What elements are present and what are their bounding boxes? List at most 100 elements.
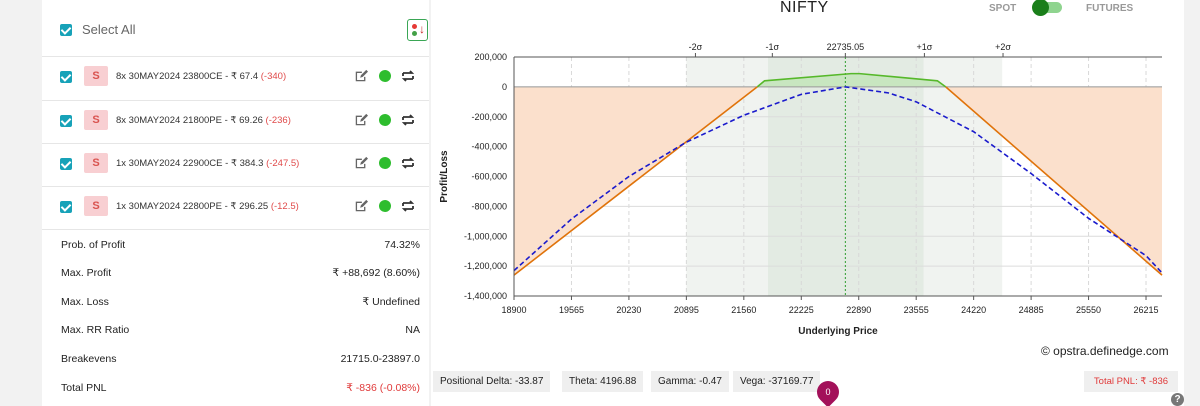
- edit-icon[interactable]: [354, 156, 368, 170]
- swap-icon[interactable]: [400, 155, 416, 171]
- stat-max-rr-ratio: Max. RR Ratio NA: [42, 315, 429, 343]
- y-tick-label: 0: [502, 82, 507, 92]
- y-tick-label: -600,000: [471, 172, 507, 182]
- stat-label: Total PNL: [61, 382, 107, 394]
- chat-pin-button[interactable]: 0: [812, 376, 844, 406]
- expiry-line-profit: [756, 72, 947, 88]
- select-all-label: Select All: [82, 22, 136, 37]
- stat-max-loss: Max. Loss ₹ Undefined: [42, 287, 429, 315]
- stat-value: ₹ +88,692 (8.60%): [332, 267, 420, 279]
- spot-label[interactable]: SPOT: [989, 3, 1017, 14]
- leg-pnl: (-12.5): [270, 201, 299, 212]
- leg-checkbox[interactable]: [60, 158, 72, 170]
- leg-active-indicator[interactable]: [379, 70, 391, 82]
- leg-active-indicator[interactable]: [379, 200, 391, 212]
- sigma-label: -2σ: [689, 42, 703, 52]
- y-tick-label: -800,000: [471, 201, 507, 211]
- x-tick-label: 23555: [904, 305, 929, 315]
- sigma-label: +2σ: [995, 42, 1011, 52]
- y-tick-label: -1,400,000: [464, 291, 507, 301]
- x-axis-title: Underlying Price: [798, 326, 878, 337]
- stat-label: Prob. of Profit: [61, 239, 126, 251]
- sell-badge: S: [84, 110, 108, 130]
- divider: [42, 186, 429, 187]
- y-tick-label: -400,000: [471, 142, 507, 152]
- stat-value: ₹ -836 (-0.08%): [346, 382, 420, 394]
- leg-checkbox[interactable]: [60, 115, 72, 127]
- greek-theta: Theta: 4196.88: [562, 371, 644, 392]
- sell-badge: S: [84, 196, 108, 216]
- greek-gamma: Gamma: -0.47: [651, 371, 729, 392]
- futures-label[interactable]: FUTURES: [1086, 3, 1134, 14]
- leg-description: 1x 30MAY2024 22900CE - ₹ 384.3 (-247.5): [116, 158, 299, 169]
- stat-value: 74.32%: [384, 239, 420, 251]
- swap-icon[interactable]: [400, 68, 416, 84]
- y-tick-label: -1,200,000: [464, 261, 507, 271]
- profit-area: [757, 73, 946, 87]
- divider: [42, 229, 429, 230]
- edit-icon[interactable]: [354, 69, 368, 83]
- x-tick-label: 18900: [501, 305, 526, 315]
- x-tick-label: 22225: [789, 305, 814, 315]
- leg-desc-text: 8x 30MAY2024 23800CE - ₹ 67.4: [116, 71, 259, 82]
- leg-description: 8x 30MAY2024 21800PE - ₹ 69.26 (-236): [116, 115, 291, 126]
- leg-pnl: (-340): [260, 71, 287, 82]
- payoff-panel: NIFTY SPOT FUTURES 18900 19565 20230 20895 2…: [431, 0, 1184, 406]
- stat-label: Max. Loss: [61, 296, 109, 308]
- sort-red-dot-icon: [412, 24, 417, 29]
- edit-icon[interactable]: [354, 113, 368, 127]
- y-tick-label: -200,000: [471, 112, 507, 122]
- leg-checkbox[interactable]: [60, 71, 72, 83]
- x-tick-label: 19565: [559, 305, 584, 315]
- leg-description: 1x 30MAY2024 22800PE - ₹ 296.25 (-12.5): [116, 201, 299, 212]
- swap-icon[interactable]: [400, 198, 416, 214]
- leg-desc-text: 1x 30MAY2024 22800PE - ₹ 296.25: [116, 201, 269, 212]
- strategy-panel: Select All ↓ S 8x 30MAY2024 23800CE - ₹ …: [42, 0, 429, 406]
- divider: [42, 100, 429, 101]
- edit-icon[interactable]: [354, 199, 368, 213]
- stat-value: 21715.0-23897.0: [340, 353, 420, 365]
- leg-active-indicator[interactable]: [379, 114, 391, 126]
- sigma-label: 22735.05: [827, 42, 865, 52]
- leg-row: S 8x 30MAY2024 21800PE - ₹ 69.26 (-236): [42, 101, 429, 143]
- x-tick-label: 24885: [1019, 305, 1044, 315]
- x-tick-label: 22890: [846, 305, 871, 315]
- expiry-line-left: [513, 86, 758, 276]
- sell-badge: S: [84, 66, 108, 86]
- divider: [42, 56, 429, 57]
- y-tick-label: 200,000: [474, 52, 507, 62]
- total-pnl-badge: Total PNL: ₹ -836: [1084, 371, 1178, 392]
- greek-delta: Positional Delta: -33.87: [433, 371, 551, 392]
- sort-green-dot-icon: [412, 31, 417, 36]
- x-tick-label: 20230: [616, 305, 641, 315]
- spot-futures-toggle[interactable]: [1032, 0, 1062, 16]
- stat-total-pnl: Total PNL ₹ -836 (-0.08%): [42, 373, 429, 401]
- toggle-knob[interactable]: [1032, 0, 1049, 16]
- x-tick-label: 25550: [1076, 305, 1101, 315]
- x-tick-label: 26215: [1134, 305, 1159, 315]
- stat-max-profit: Max. Profit ₹ +88,692 (8.60%): [42, 258, 429, 286]
- stat-prob-profit: Prob. of Profit 74.32%: [42, 230, 429, 258]
- sell-badge: S: [84, 153, 108, 173]
- sigma-label: +1σ: [916, 42, 932, 52]
- watermark: © opstra.definedge.com: [1041, 344, 1169, 358]
- page-title: NIFTY: [780, 0, 829, 16]
- y-tick-label: -1,000,000: [464, 231, 507, 241]
- leg-description: 8x 30MAY2024 23800CE - ₹ 67.4 (-340): [116, 71, 286, 82]
- leg-row: S 8x 30MAY2024 23800CE - ₹ 67.4 (-340): [42, 57, 429, 99]
- leg-pnl: (-247.5): [266, 158, 300, 169]
- sort-arrow-icon: ↓: [419, 22, 425, 36]
- leg-checkbox[interactable]: [60, 201, 72, 213]
- swap-icon[interactable]: [400, 112, 416, 128]
- stat-label: Max. Profit: [61, 267, 112, 279]
- sort-legs-button[interactable]: ↓: [407, 19, 428, 41]
- leg-desc-text: 1x 30MAY2024 22900CE - ₹ 384.3: [116, 158, 264, 169]
- leg-active-indicator[interactable]: [379, 157, 391, 169]
- help-icon[interactable]: ?: [1171, 393, 1184, 406]
- leg-pnl: (-236): [265, 115, 291, 126]
- select-all-checkbox[interactable]: [60, 24, 72, 36]
- payoff-chart: 18900 19565 20230 20895 21560 22225 22890 23555…: [439, 42, 1163, 337]
- stat-label: Max. RR Ratio: [61, 324, 130, 336]
- greek-vega: Vega: -37169.77: [733, 371, 821, 392]
